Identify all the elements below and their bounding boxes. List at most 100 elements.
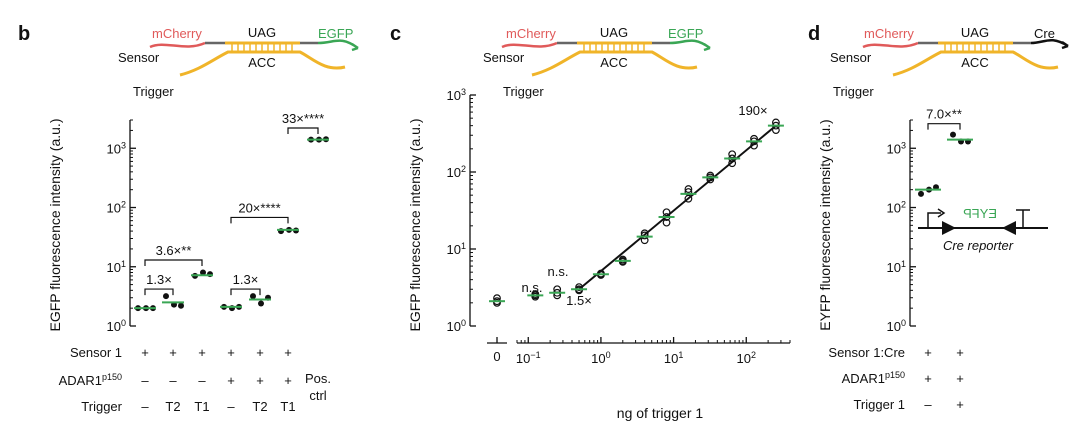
fold-low-label: 1.5× <box>566 293 592 308</box>
tick-base: 10 <box>887 319 901 334</box>
tick-exponent: 0 <box>461 318 466 328</box>
x-tick-label: 102 <box>737 350 756 366</box>
data-point <box>200 269 206 276</box>
egfp-label: EGFP <box>668 26 703 41</box>
significance-bracket <box>144 288 174 296</box>
y-tick-label: 100 <box>887 318 906 334</box>
cell-sensor: + <box>227 345 235 360</box>
tick-base: 10 <box>447 165 461 180</box>
tick-exponent: 1 <box>121 259 126 269</box>
data-point-open <box>662 208 671 217</box>
significance-bracket <box>927 123 961 130</box>
tick-base: 10 <box>107 260 121 275</box>
mcherry-label: mCherry <box>864 26 914 41</box>
tick-base: 10 <box>887 201 901 216</box>
cell-adar: + <box>256 373 264 388</box>
acc-label: ACC <box>248 55 275 70</box>
y-tick-label: 102 <box>107 200 126 216</box>
row-label-sensor: Sensor 1 <box>70 345 122 360</box>
x-tick-label: 101 <box>664 350 683 366</box>
uag-label: UAG <box>600 25 628 40</box>
data-point-open <box>575 286 583 295</box>
sensor-label: Sensor <box>118 50 160 65</box>
tick-exponent: 2 <box>901 200 906 210</box>
significance-bracket <box>144 259 203 267</box>
tick-exponent: 3 <box>121 140 126 150</box>
cell-sensor: + <box>284 345 292 360</box>
tick-base: 10 <box>107 141 121 156</box>
cell-trigger: – <box>924 397 932 412</box>
adar-base: ADAR1 <box>842 371 885 386</box>
cell-trigger: + <box>956 397 964 412</box>
pos-ctrl-line2: ctrl <box>309 388 326 403</box>
cre-reporter-diagram: EYFP Cre reporter <box>918 206 1048 253</box>
row-label-adar: ADAR1p150 <box>59 372 122 388</box>
tick-exponent: 1 <box>461 241 466 251</box>
data-point-open <box>684 185 693 193</box>
panel-c: c mCherry UAG EGFP Sensor ACC Trigger EG… <box>390 23 791 421</box>
ns-label-1: n.s. <box>522 280 543 295</box>
sensor-label: Sensor <box>830 50 872 65</box>
data-point <box>918 190 924 197</box>
cell-trigger: T1 <box>194 399 209 414</box>
cell-adar: + <box>924 371 932 386</box>
tick-base: 10 <box>447 319 461 334</box>
fit-line <box>578 124 777 291</box>
row-label-trigger: Trigger 1 <box>853 397 905 412</box>
base-pairs <box>944 43 1006 52</box>
cell-sensor: + <box>198 345 206 360</box>
promoter-arrowhead-icon <box>937 208 946 218</box>
cre-reporter-label: Cre reporter <box>943 238 1014 253</box>
ns-label-2: n.s. <box>548 264 569 279</box>
x-tick-label: 100 <box>591 350 610 366</box>
tick-base: 10 <box>107 319 121 334</box>
y-tick-label: 103 <box>887 140 906 156</box>
cell-trigger: T1 <box>280 399 295 414</box>
significance-label: 33×**** <box>282 111 324 126</box>
tick-base: 10 <box>737 351 751 366</box>
data-point-open <box>772 126 780 135</box>
panel-d-schematic: mCherry UAG Cre Sensor ACC Trigger <box>830 25 1069 99</box>
uag-label: UAG <box>248 25 276 40</box>
mcherry-strand <box>149 41 206 49</box>
y-tick-label: 103 <box>107 140 126 156</box>
y-tick-label: 101 <box>107 259 126 275</box>
adar-sup: p150 <box>102 372 122 382</box>
tick-exponent: 3 <box>461 87 466 97</box>
panel-d-ylabel: EYFP fluorescence intensity (a.u.) <box>817 119 833 330</box>
significance-bracket <box>287 127 319 134</box>
x-tick-label-zero: 0 <box>493 349 500 364</box>
y-tick-label: 102 <box>887 200 906 216</box>
tick-exponent: 1 <box>678 350 683 360</box>
panel-c-schematic: mCherry UAG EGFP Sensor ACC Trigger <box>483 25 711 99</box>
cell-sensor: + <box>924 345 932 360</box>
significance-bracket <box>230 288 261 296</box>
tick-exponent: 0 <box>121 318 126 328</box>
trigger-strand <box>531 50 698 77</box>
adar-base: ADAR1 <box>59 373 102 388</box>
cell-sensor: + <box>256 345 264 360</box>
panel-c-letter: c <box>390 23 401 45</box>
trigger-strand <box>179 50 346 77</box>
panel-c-ylabel: EGFP fluorescence intensity (a.u.) <box>407 119 423 332</box>
data-point-open <box>640 231 649 240</box>
tick-base: 10 <box>887 260 901 275</box>
panel-b-condition-table: Sensor 1 ADAR1p150 Trigger + – – + – T2 … <box>59 345 331 414</box>
trigger-label: Trigger <box>133 84 174 99</box>
tick-base: 10 <box>516 351 530 366</box>
terminator-icon <box>1016 209 1030 228</box>
panel-d-letter: d <box>808 23 820 45</box>
sensor-label: Sensor <box>483 50 525 65</box>
y-tick-label: 101 <box>887 259 906 275</box>
pos-ctrl-line1: Pos. <box>305 371 331 386</box>
cre-strand <box>1030 38 1069 50</box>
trigger-strand <box>892 50 1059 77</box>
x-tick-label: 10−1 <box>516 350 541 366</box>
data-point <box>950 131 956 138</box>
cell-adar: – <box>198 373 206 388</box>
data-point-open <box>706 171 715 180</box>
data-point-open <box>575 283 583 292</box>
